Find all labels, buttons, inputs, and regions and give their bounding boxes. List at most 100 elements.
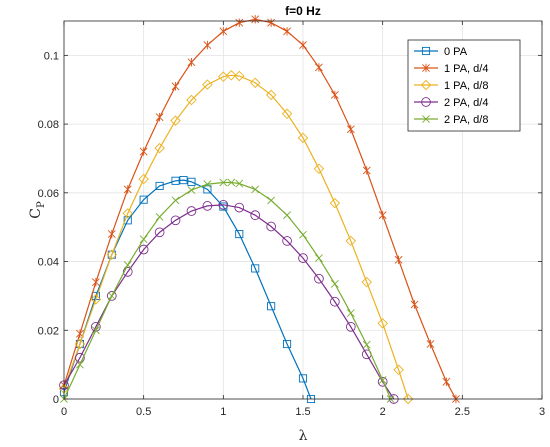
series-point: [330, 90, 339, 100]
y-axis-label: CP: [28, 201, 47, 219]
series-point: [442, 377, 451, 387]
x-tick-label: 1: [220, 406, 226, 418]
series-point: [362, 340, 371, 349]
series-point: [186, 94, 197, 106]
series-point: [249, 77, 261, 89]
series-point: [155, 113, 164, 122]
x-tick-label: 1.5: [295, 406, 310, 418]
series-point: [378, 210, 387, 220]
series-point: [234, 202, 245, 213]
series-point: [251, 264, 260, 273]
series-point: [203, 180, 212, 189]
series-point: [171, 196, 180, 205]
series-point: [313, 163, 325, 175]
series-point: [76, 360, 84, 369]
series-3: [59, 199, 399, 404]
series-point: [226, 70, 237, 81]
series-point: [154, 142, 165, 154]
series-point: [345, 235, 357, 247]
x-tick-label: 3: [539, 406, 545, 418]
ticks: 0 0.5 1 1.5 2 2.5 3 0 0.02 0.04 0.06 0.08 0.1: [38, 21, 545, 418]
series-point: [155, 212, 164, 221]
series-point: [138, 173, 149, 185]
series-point: [187, 177, 196, 186]
series-point: [122, 208, 133, 219]
legend-label: 1 PA, d/4: [444, 63, 488, 75]
legend-item: 0 PA: [414, 46, 468, 58]
series-point: [91, 326, 100, 335]
series-point: [266, 221, 276, 232]
series-point: [139, 195, 148, 204]
series-point: [234, 70, 245, 82]
legend-label: 1 PA, d/8: [444, 80, 488, 92]
series-point: [298, 253, 308, 263]
series-point: [187, 58, 196, 67]
series-point: [171, 82, 180, 91]
legend-marker: [421, 97, 431, 107]
series-point: [139, 235, 148, 244]
y-axis-label-main: C: [28, 208, 44, 219]
x-axis-label: λ: [299, 428, 308, 444]
series-point: [138, 244, 149, 255]
series-point: [298, 374, 308, 383]
series-point: [345, 321, 356, 332]
legend-label: 2 PA, d/4: [444, 97, 488, 109]
series-point: [251, 185, 260, 194]
series-point: [394, 255, 403, 265]
series-point: [170, 115, 181, 126]
series-point: [123, 261, 132, 269]
series-point: [187, 186, 196, 194]
series-point: [123, 216, 132, 225]
series-point: [393, 364, 404, 376]
x-tick-label: 0.5: [136, 406, 151, 418]
x-tick-label: 2.5: [455, 406, 470, 418]
svg-text:CP: CP: [28, 201, 47, 219]
series-point: [329, 197, 341, 209]
series-point: [283, 27, 291, 36]
series-point: [346, 309, 355, 318]
series-point: [282, 236, 292, 246]
series-point: [267, 196, 276, 205]
legend-marker: [420, 79, 432, 91]
x-tick-label: 2: [380, 406, 386, 418]
x-tick-label: 0: [61, 406, 67, 418]
legend-marker: [422, 63, 430, 73]
series-point: [202, 79, 213, 90]
series-point: [107, 291, 116, 300]
series-point: [179, 176, 188, 185]
series-point: [218, 199, 229, 210]
series-point: [227, 178, 236, 187]
series-point: [377, 376, 388, 387]
y-tick-label: 0: [53, 394, 59, 406]
series-point: [107, 250, 116, 259]
series-point: [139, 147, 148, 156]
series-point: [283, 339, 292, 349]
series-point: [410, 300, 419, 309]
series-point: [122, 267, 133, 277]
series-point: [90, 294, 102, 305]
series-line: [63, 204, 395, 400]
series-point: [426, 339, 435, 349]
y-tick-label: 0.08: [38, 119, 59, 131]
y-tick-label: 0.1: [44, 50, 59, 62]
legend-item: 2 PA, d/4: [414, 97, 488, 109]
series-point: [281, 108, 293, 120]
series-point: [219, 27, 228, 36]
legend-label: 2 PA, d/8: [444, 114, 488, 126]
series-point: [362, 166, 371, 175]
series-point: [203, 40, 212, 50]
series-point: [235, 230, 244, 239]
series-point: [330, 279, 339, 288]
series-point: [299, 230, 307, 239]
series-point: [315, 254, 323, 263]
legend-item: 2 PA, d/8: [414, 114, 488, 126]
series-point: [107, 229, 116, 239]
series-point: [75, 352, 85, 363]
series-point: [265, 89, 277, 101]
series-point: [106, 291, 117, 301]
series-point: [106, 249, 118, 260]
series-point: [315, 63, 323, 72]
series-point: [202, 201, 213, 211]
series-point: [154, 227, 165, 238]
